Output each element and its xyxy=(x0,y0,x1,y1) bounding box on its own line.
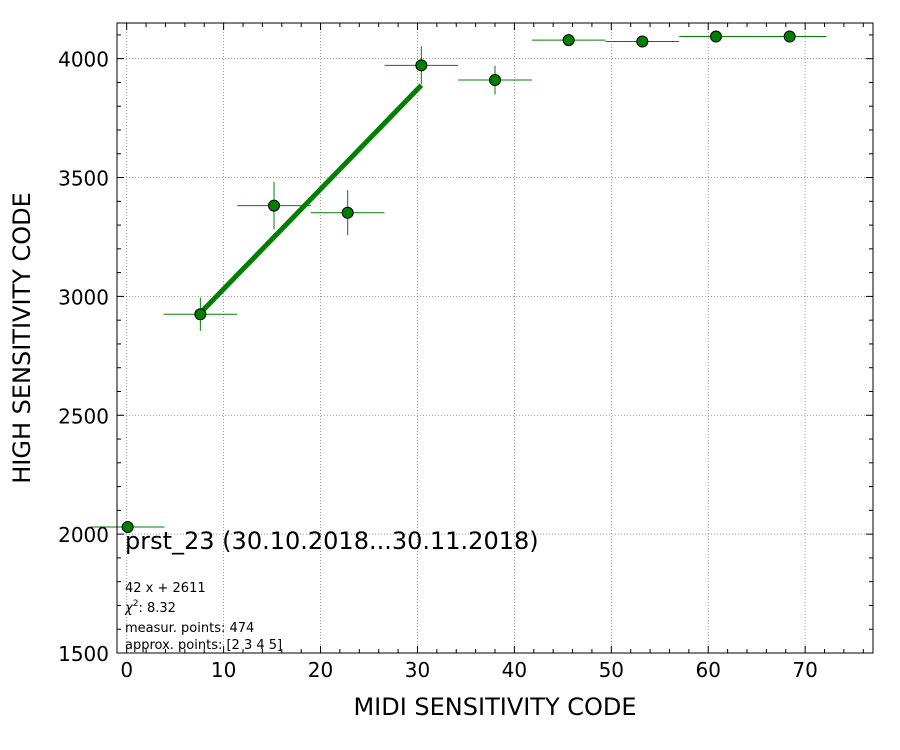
data-point xyxy=(268,199,281,212)
approx-points: approx. points: [2 3 4 5] xyxy=(125,638,282,653)
y-tick-label: 2000 xyxy=(58,523,109,547)
y-tick-label: 2500 xyxy=(58,404,109,428)
fit-line xyxy=(198,83,424,315)
data-points xyxy=(121,30,796,533)
x-tick-label: 60 xyxy=(696,658,721,682)
y-tick-label: 3500 xyxy=(58,167,109,191)
measured-points: measur. points: 474 xyxy=(125,621,254,636)
data-point xyxy=(341,206,354,219)
y-axis-label: HIGH SENSITIVITY CODE xyxy=(8,192,36,484)
data-point xyxy=(121,521,134,533)
x-tick-label: 0 xyxy=(120,658,133,682)
data-point xyxy=(489,74,501,87)
chi-squared: χ2: 8.32 xyxy=(124,599,176,616)
error-bars xyxy=(90,36,827,528)
x-tick-label: 50 xyxy=(599,658,624,682)
tick-labels: 0 10 20 30 40 50 60 70 1500 2000 2500 3000 3500 4000 xyxy=(58,48,818,682)
data-point xyxy=(636,35,649,48)
x-axis-label: MIDI SENSITIVITY CODE xyxy=(353,693,636,721)
x-tick-label: 10 xyxy=(211,658,236,682)
x-tick-label: 20 xyxy=(308,658,333,682)
chart-title: prst_23 (30.10.2018...30.11.2018) xyxy=(125,527,539,555)
data-point xyxy=(709,30,722,43)
y-tick-label: 1500 xyxy=(58,642,109,666)
x-tick-label: 40 xyxy=(502,658,527,682)
y-tick-label: 4000 xyxy=(58,48,109,72)
x-tick-label: 70 xyxy=(792,658,817,682)
data-point xyxy=(415,59,428,72)
x-tick-label: 30 xyxy=(405,658,430,682)
data-point xyxy=(783,30,796,43)
axis-ticks xyxy=(117,23,873,654)
data-point xyxy=(562,34,575,47)
y-tick-label: 3000 xyxy=(58,285,109,309)
grid xyxy=(117,23,873,654)
fit-equation: 42 x + 2611 xyxy=(125,581,206,596)
fit-line-group xyxy=(198,83,424,315)
data-point xyxy=(194,308,207,321)
plot-frame xyxy=(116,22,874,654)
